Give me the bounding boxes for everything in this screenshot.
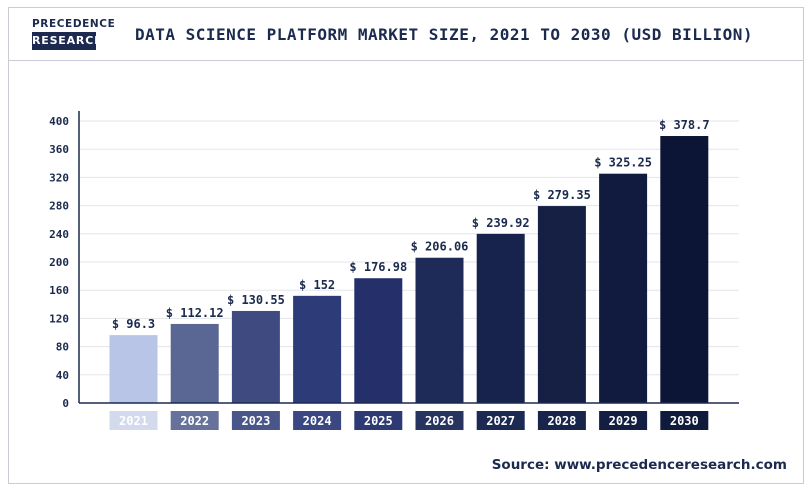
data-labels: $ 96.3 $ 112.12$ 130.55 $ 152 $ 176.98 $ 206… [112, 118, 710, 331]
logo-line-2: RESEARCH [32, 32, 103, 50]
x-tick-2030: 2030 [660, 411, 709, 430]
y-tick-label: 80 [56, 341, 69, 354]
data-label-2028: $ 279.35 [533, 188, 591, 202]
source-note: Source: www.precedenceresearch.com [491, 457, 787, 473]
x-tick-2028: 2028 [537, 411, 586, 430]
y-tick-label: 400 [49, 115, 69, 128]
data-label-2029: $ 325.25 [594, 156, 652, 170]
x-tick-label: 2026 [425, 414, 454, 428]
x-tick-label: 2021 [119, 414, 148, 428]
x-tick-2027: 2027 [476, 411, 525, 430]
data-label-2026: $ 206.06 [411, 240, 469, 254]
bar-chart: 0 40 80 120 160 200 240 280 320 360 400 $ 96.3 $ 11… [49, 111, 739, 430]
bar-2027 [476, 233, 525, 403]
x-tick-2022: 2022 [170, 411, 219, 430]
logo-line-1: PRECEDENCE [32, 18, 116, 30]
data-label-2030: $ 378.7 [659, 118, 710, 132]
x-tick-2023: 2023 [231, 411, 280, 430]
x-tick-box [537, 411, 586, 430]
x-tick-box [476, 411, 525, 430]
data-label-2024: $ 152 [299, 278, 335, 292]
y-tick-label: 320 [49, 171, 69, 184]
bar-2029 [599, 173, 648, 403]
data-label-2025: $ 176.98 [349, 260, 407, 274]
bars [109, 136, 709, 403]
y-tick-label: 120 [49, 312, 69, 325]
x-tick-box [231, 411, 280, 430]
bar-2021 [109, 335, 158, 403]
y-axis-ticks: 0 40 80 120 160 200 240 280 320 360 400 [49, 115, 69, 410]
bar-2023 [231, 310, 280, 403]
x-tick-2024: 2024 [293, 411, 342, 430]
x-tick-label: 2023 [241, 414, 270, 428]
bar-2028 [537, 206, 586, 403]
x-tick-label: 2024 [303, 414, 332, 428]
bar-2024 [293, 295, 342, 403]
x-tick-box [660, 411, 709, 430]
x-tick-2021: 2021 [109, 411, 158, 430]
y-tick-label: 40 [56, 369, 69, 382]
y-tick-label: 240 [49, 228, 69, 241]
bar-2026 [415, 257, 464, 403]
bar-2030 [660, 136, 709, 403]
y-tick-label: 280 [49, 200, 69, 213]
bar-2022 [170, 323, 219, 403]
y-tick-label: 160 [49, 284, 69, 297]
x-tick-label: 2028 [547, 414, 576, 428]
x-tick-box [415, 411, 464, 430]
chart-header: PRECEDENCE RESEARCH DATA SCIENCE PLATFOR… [9, 8, 803, 61]
y-tick-label: 0 [62, 397, 69, 410]
data-label-2022: $ 112.12 [166, 306, 224, 320]
x-tick-box [293, 411, 342, 430]
data-label-2027: $ 239.92 [472, 216, 530, 230]
x-axis-ticks: 2021 2022 2023 2024 2025 2026 2027 2028 2029 2030 [109, 411, 709, 430]
y-tick-label: 360 [49, 143, 69, 156]
x-tick-box [170, 411, 219, 430]
bar-2025 [354, 278, 403, 403]
company-logo: PRECEDENCE RESEARCH [32, 17, 116, 51]
x-tick-2026: 2026 [415, 411, 464, 430]
x-tick-label: 2022 [180, 414, 209, 428]
x-tick-2029: 2029 [599, 411, 648, 430]
x-tick-box [354, 411, 403, 430]
x-tick-label: 2025 [364, 414, 393, 428]
x-tick-label: 2029 [609, 414, 638, 428]
data-label-2021: $ 96.3 [112, 317, 155, 331]
data-label-2023: $ 130.55 [227, 293, 285, 307]
y-tick-label: 200 [49, 256, 69, 269]
chart-title: DATA SCIENCE PLATFORM MARKET SIZE, 2021 … [134, 25, 754, 44]
x-tick-2025: 2025 [354, 411, 403, 430]
x-tick-label: 2030 [670, 414, 699, 428]
chart-frame: PRECEDENCE RESEARCH DATA SCIENCE PLATFOR… [8, 7, 804, 484]
x-tick-box [109, 411, 158, 430]
x-tick-box [599, 411, 648, 430]
x-tick-label: 2027 [486, 414, 515, 428]
